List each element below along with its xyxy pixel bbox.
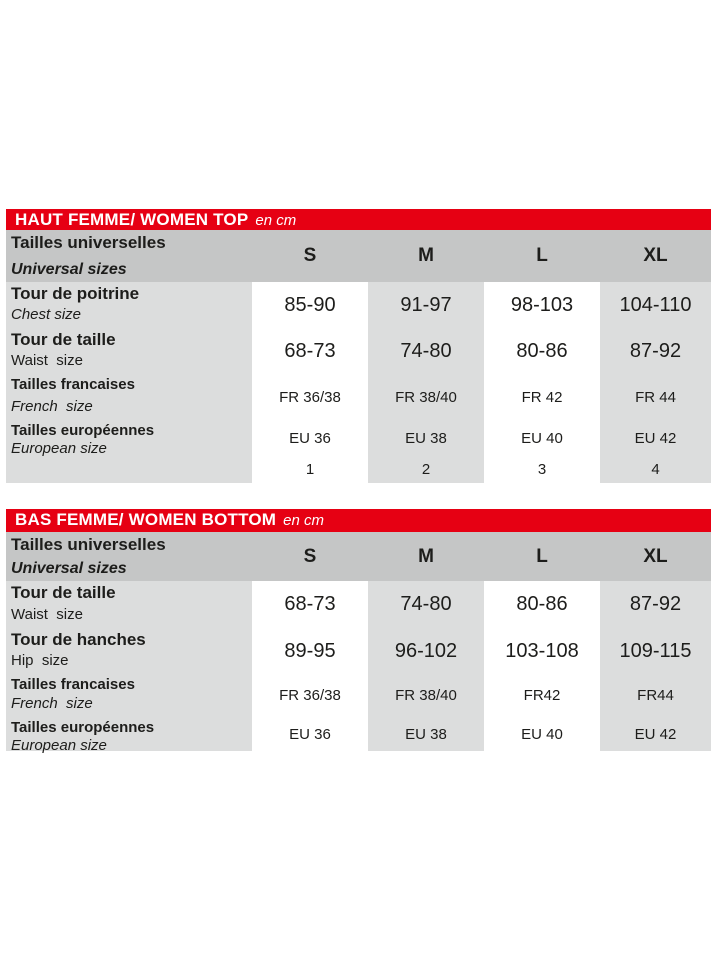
value-cell: EU 40	[484, 420, 600, 456]
waist-size-row: Tour de taille Waist size 68-73 74-80 80…	[6, 328, 711, 374]
value-cell: 87-92	[600, 581, 711, 628]
size-header-label: Tailles universelles Universal sizes	[6, 532, 252, 581]
size-header-row: Tailles universelles Universal sizes S M…	[6, 532, 711, 581]
value-cell: 80-86	[484, 581, 600, 628]
value-cell: 68-73	[252, 328, 368, 374]
row-label-fr: Tour de taille	[11, 330, 116, 349]
size-header-row: Tailles universelles Universal sizes S M…	[6, 230, 711, 282]
value-cell: FR 42	[484, 374, 600, 420]
row-label: Tailles francaises French size	[6, 374, 252, 420]
value-cell: FR 38/40	[368, 374, 484, 420]
value-cell: EU 38	[368, 717, 484, 751]
size-header-label-en: Universal sizes	[11, 559, 127, 577]
size-number-row: 1 2 3 4	[6, 456, 711, 483]
size-col-xl: XL	[643, 545, 668, 567]
value-cell: EU 42	[600, 717, 711, 751]
value-cell: FR 36/38	[252, 674, 368, 717]
value-cell: 109-115	[600, 628, 711, 674]
value-cell: EU 36	[252, 420, 368, 456]
size-header-label-fr: Tailles universelles	[11, 535, 166, 554]
value-cell: EU 40	[484, 717, 600, 751]
row-label-en: Hip size	[11, 652, 69, 669]
row-label-fr: Tailles francaises	[11, 376, 135, 393]
size-header-label-en: Universal sizes	[11, 260, 127, 278]
value-cell: 85-90	[252, 282, 368, 328]
waist-size-row: Tour de taille Waist size 68-73 74-80 80…	[6, 581, 711, 628]
value-cell: FR 38/40	[368, 674, 484, 717]
row-label: Tour de poitrine Chest size	[6, 282, 252, 328]
row-label-fr: Tour de hanches	[11, 630, 146, 649]
value-cell: 96-102	[368, 628, 484, 674]
value-cell: 1	[252, 456, 368, 483]
women-bottom-size-table: BAS FEMME/ WOMEN BOTTOM en cm Tailles un…	[6, 509, 711, 754]
value-cell: 68-73	[252, 581, 368, 628]
size-col-xl: XL	[643, 245, 668, 266]
value-cell: 89-95	[252, 628, 368, 674]
size-col-s: S	[303, 245, 317, 266]
value-cell: FR44	[600, 674, 711, 717]
row-label-fr: Tour de taille	[11, 583, 116, 602]
value-cell: 103-108	[484, 628, 600, 674]
value-cell: 91-97	[368, 282, 484, 328]
french-size-row: Tailles francaises French size FR 36/38 …	[6, 374, 711, 420]
size-header-label: Tailles universelles Universal sizes	[6, 230, 252, 282]
row-label-fr: Tour de poitrine	[11, 284, 140, 303]
row-label: Tailles européennes European size	[6, 420, 252, 457]
value-cell: EU 42	[600, 420, 711, 456]
hip-size-row: Tour de hanches Hip size 89-95 96-102 10…	[6, 628, 711, 674]
row-label: Tailles francaises French size	[6, 674, 252, 717]
value-cell: EU 36	[252, 717, 368, 751]
european-size-row: Tailles européennes European size EU 36 …	[6, 717, 711, 754]
size-col-s: S	[303, 545, 317, 567]
row-label: Tailles européennes European size	[6, 717, 252, 754]
row-label-en: European size	[11, 440, 107, 457]
size-col-l: L	[536, 245, 548, 266]
row-label: Tour de hanches Hip size	[6, 628, 252, 674]
value-cell: 87-92	[600, 328, 711, 374]
value-cell: 80-86	[484, 328, 600, 374]
row-label-en: French size	[11, 695, 93, 712]
table-unit-label: en cm	[283, 512, 325, 529]
table-title: HAUT FEMME/ WOMEN TOP	[15, 210, 249, 229]
size-col-m: M	[418, 545, 434, 567]
row-label-fr: Tailles européennes	[11, 719, 155, 736]
value-cell: FR42	[484, 674, 600, 717]
value-cell: 4	[600, 456, 711, 483]
row-label-en: European size	[11, 737, 107, 754]
row-label-fr: Tailles francaises	[11, 676, 135, 693]
french-size-row: Tailles francaises French size FR 36/38 …	[6, 674, 711, 717]
women-bottom-title-bar: BAS FEMME/ WOMEN BOTTOM en cm	[6, 509, 711, 532]
size-header-label-fr: Tailles universelles	[11, 233, 166, 252]
women-top-size-table: HAUT FEMME/ WOMEN TOP en cm Tailles univ…	[6, 209, 711, 483]
size-col-l: L	[536, 545, 548, 567]
value-cell: 2	[368, 456, 484, 483]
row-label-en: Waist size	[11, 606, 83, 623]
row-label-en: French size	[11, 398, 93, 415]
value-cell: FR 36/38	[252, 374, 368, 420]
row-label-en: Chest size	[11, 306, 82, 323]
row-label: Tour de taille Waist size	[6, 581, 252, 628]
table-title: BAS FEMME/ WOMEN BOTTOM	[15, 510, 277, 529]
table-unit-label: en cm	[255, 212, 297, 229]
european-size-row: Tailles européennes European size EU 36 …	[6, 420, 711, 457]
value-cell: 98-103	[484, 282, 600, 328]
value-cell: 104-110	[600, 282, 711, 328]
size-col-m: M	[418, 245, 434, 266]
value-cell: EU 38	[368, 420, 484, 456]
chest-size-row: Tour de poitrine Chest size 85-90 91-97 …	[6, 282, 711, 328]
women-top-title-bar: HAUT FEMME/ WOMEN TOP en cm	[6, 209, 711, 230]
value-cell: 3	[484, 456, 600, 483]
value-cell: 74-80	[368, 328, 484, 374]
row-label-en: Waist size	[11, 352, 83, 369]
row-label-fr: Tailles européennes	[11, 422, 155, 439]
row-label-empty	[6, 456, 252, 483]
row-label: Tour de taille Waist size	[6, 328, 252, 374]
value-cell: FR 44	[600, 374, 711, 420]
value-cell: 74-80	[368, 581, 484, 628]
